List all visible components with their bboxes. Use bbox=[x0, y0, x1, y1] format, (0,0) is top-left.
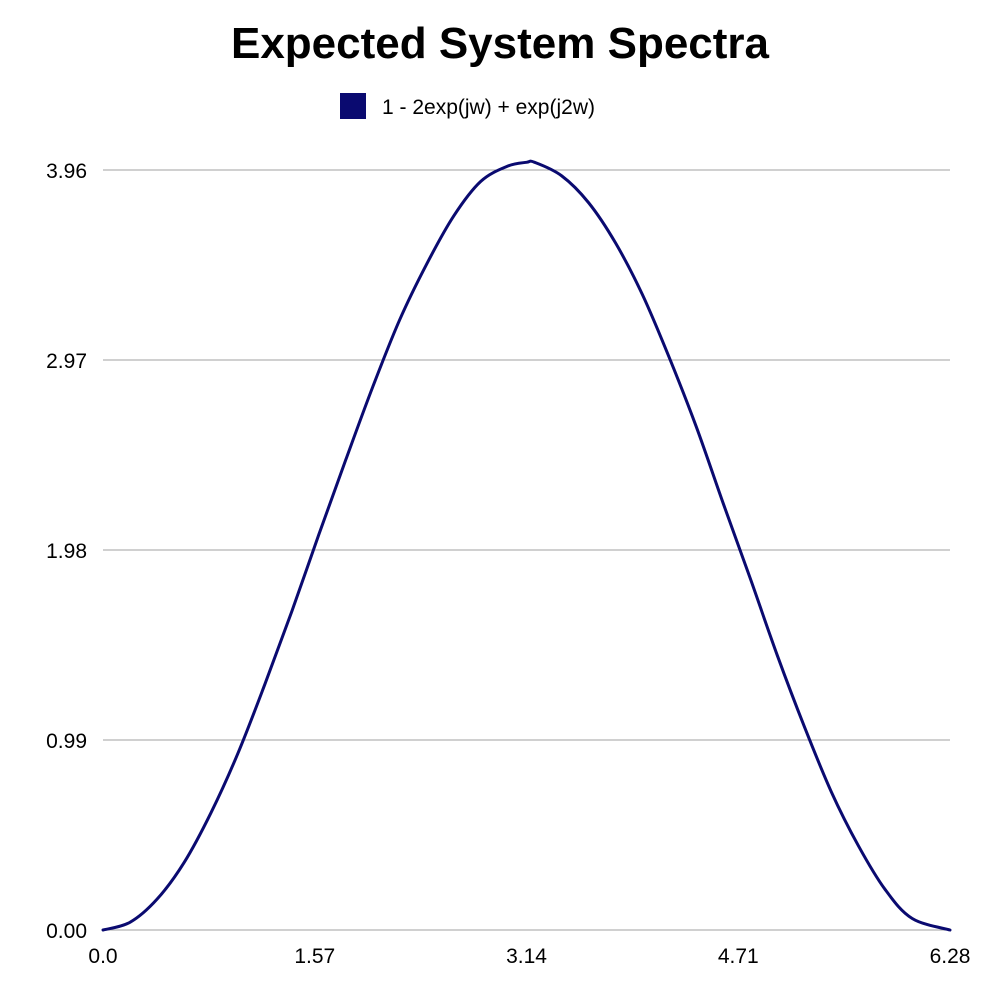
chart-title: Expected System Spectra bbox=[231, 19, 770, 68]
x-tick-label: 1.57 bbox=[294, 945, 335, 968]
legend-swatch bbox=[340, 93, 366, 119]
y-tick-label: 3.96 bbox=[46, 160, 87, 183]
y-tick-label: 2.97 bbox=[46, 350, 87, 373]
series-lines bbox=[101, 159, 952, 932]
legend: 1 - 2exp(jw) + exp(j2w) bbox=[340, 93, 595, 119]
y-tick-label: 0.00 bbox=[46, 920, 87, 943]
y-tick-label: 0.99 bbox=[46, 730, 87, 753]
legend-label: 1 - 2exp(jw) + exp(j2w) bbox=[382, 96, 595, 119]
x-tick-label: 3.14 bbox=[506, 945, 547, 968]
grid-lines bbox=[103, 169, 950, 931]
x-tick-label: 0.0 bbox=[88, 945, 117, 968]
x-tick-label: 4.71 bbox=[718, 945, 759, 968]
y-tick-label: 1.98 bbox=[46, 540, 87, 563]
y-tick-labels: 0.00 0.99 1.98 2.97 3.96 bbox=[46, 160, 87, 943]
series-line bbox=[101, 159, 952, 932]
x-tick-labels: 0.0 1.57 3.14 4.71 6.28 bbox=[88, 945, 970, 968]
x-tick-label: 6.28 bbox=[930, 945, 971, 968]
